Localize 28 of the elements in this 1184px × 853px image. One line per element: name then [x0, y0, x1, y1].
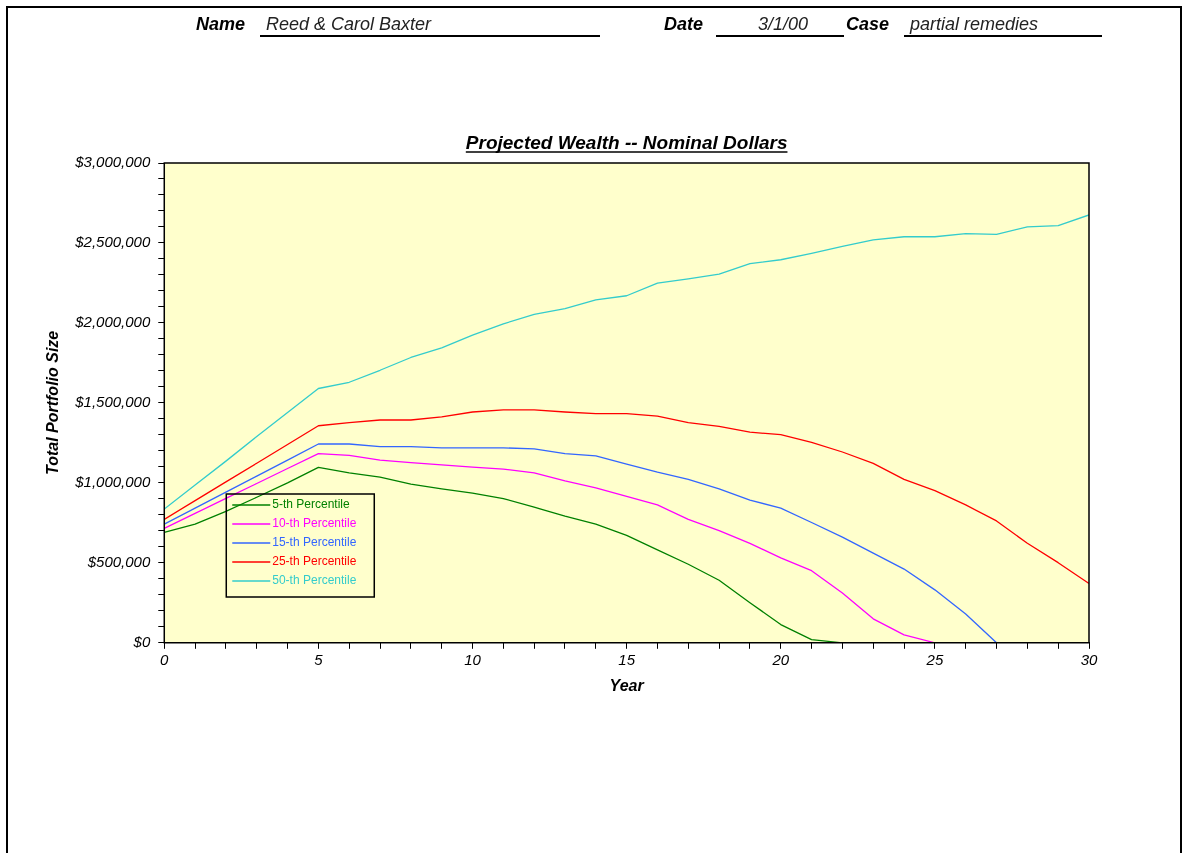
y-tick-label: $1,000,000	[74, 473, 151, 491]
legend-label: 15-th Percentile	[272, 535, 357, 550]
y-axis-title: Total Portfolio Size	[44, 330, 62, 476]
y-tick-label: $500,000	[86, 553, 151, 571]
y-tick-label: $2,500,000	[74, 233, 151, 251]
x-tick-label: 10	[464, 650, 482, 668]
text: Name	[196, 14, 246, 35]
legend-label: 5-th Percentile	[272, 497, 350, 512]
text: 3/1/00	[716, 14, 844, 37]
y-tick-label: $1,500,000	[74, 393, 151, 411]
text: Case	[846, 14, 890, 35]
x-tick-label: 15	[618, 650, 636, 668]
text: partial remedies	[904, 14, 1102, 37]
x-axis-title: Year	[609, 676, 645, 694]
x-tick-label: 0	[160, 650, 170, 668]
y-tick-label: $2,000,000	[74, 313, 151, 331]
x-tick-label: 30	[1080, 650, 1098, 668]
x-tick-label: 20	[771, 650, 790, 668]
legend-label: 10-th Percentile	[272, 516, 357, 531]
text: Reed & Carol Baxter	[260, 14, 600, 37]
text: Date	[664, 14, 704, 35]
y-tick-label: $3,000,000	[74, 153, 151, 171]
legend-label: 25-th Percentile	[272, 554, 357, 569]
legend-label: 50-th Percentile	[272, 573, 357, 588]
chart-title: Projected Wealth -- Nominal Dollars	[465, 132, 788, 153]
x-tick-label: 5	[314, 650, 324, 668]
x-tick-label: 25	[925, 650, 944, 668]
y-tick-label: $0	[132, 632, 151, 650]
